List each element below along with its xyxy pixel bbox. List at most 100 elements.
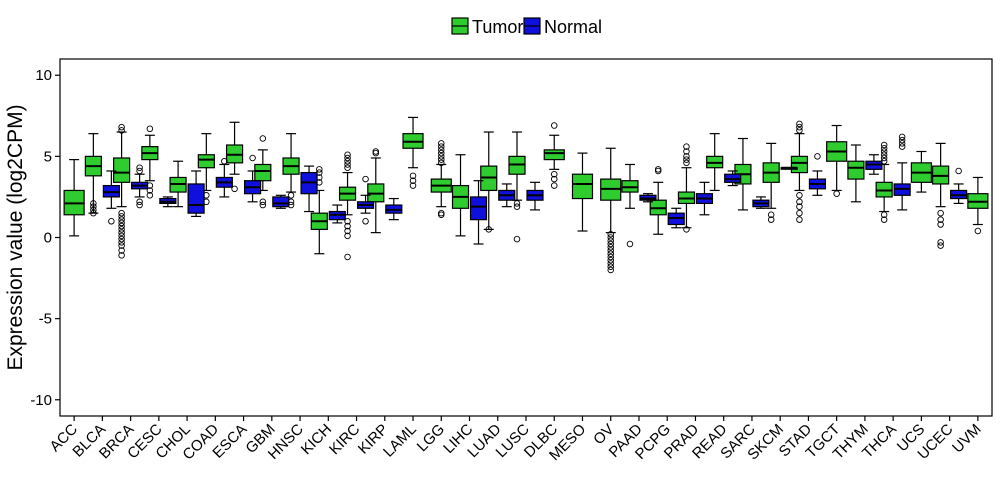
outlier-point [118, 247, 125, 254]
box-ucec-tumor [932, 142, 950, 249]
outlier-point [438, 156, 445, 163]
outlier-point [796, 198, 803, 206]
outlier-point [796, 127, 803, 134]
outlier-point [438, 140, 445, 147]
box-kich-normal [328, 204, 346, 224]
outlier-point [90, 200, 97, 207]
outlier-point [438, 149, 445, 157]
box-coad-tumor [197, 133, 215, 206]
box-kirc-normal [356, 175, 375, 225]
box-iqr [543, 149, 565, 161]
box-thca-normal [893, 133, 911, 211]
outlier-point [118, 213, 125, 220]
outlier-point [683, 148, 690, 155]
outlier-point [796, 216, 803, 223]
outlier-point [344, 232, 351, 240]
outlier-point [259, 135, 267, 142]
box-kirp-tumor [367, 148, 385, 234]
outlier-point [937, 239, 944, 246]
outlier-point [937, 242, 944, 249]
box-uvm-tumor [967, 176, 989, 235]
y-tick-label: 10 [35, 67, 52, 84]
outlier-point [409, 182, 417, 189]
box-lihc-normal [469, 180, 488, 245]
outlier-point [607, 250, 614, 257]
box-stad-normal [808, 153, 827, 196]
outlier-point [937, 221, 944, 228]
outlier-point [683, 226, 690, 233]
outlier-point [626, 240, 634, 248]
outlier-point [880, 148, 888, 155]
box-cesc-tumor [141, 125, 159, 199]
box-ov-tumor [600, 147, 622, 274]
box-iqr [790, 155, 809, 174]
outlier-point [249, 154, 256, 162]
legend-label: Normal [544, 17, 602, 37]
outlier-point [108, 218, 115, 225]
outlier-point [409, 172, 417, 180]
box-lihc-tumor [451, 154, 470, 237]
outlier-point [814, 153, 821, 160]
box-luad-normal [498, 183, 516, 208]
box-coad-normal [215, 157, 233, 198]
outlier-point [607, 256, 614, 264]
y-tick-label: 0 [44, 230, 52, 247]
outlier-point [898, 140, 906, 147]
outlier-point [90, 206, 97, 214]
outlier-point [409, 177, 417, 184]
outlier-point [880, 154, 888, 162]
legend: Tumor Normal [451, 17, 602, 37]
box-read-tumor [706, 133, 724, 192]
outlier-point [344, 157, 351, 165]
outlier-point [118, 235, 125, 243]
outlier-point [796, 123, 803, 131]
outlier-point [90, 203, 97, 210]
outlier-point [90, 209, 97, 217]
x-tick-label-kich: KICH [298, 421, 335, 458]
outlier-point [118, 252, 125, 259]
plot-panel [59, 58, 993, 417]
box-luad-tumor [480, 131, 498, 233]
outlier-point [118, 209, 125, 217]
outlier-point [607, 266, 614, 274]
box-iqr [847, 160, 865, 180]
outlier-point [118, 232, 125, 240]
outlier-point [880, 211, 888, 219]
box-lgg-tumor [430, 140, 452, 219]
outlier-point [344, 218, 351, 225]
outlier-point [880, 151, 888, 158]
outlier-point [898, 133, 906, 141]
outlier-point [316, 166, 323, 173]
outlier-point [118, 127, 125, 134]
outlier-point [118, 226, 125, 233]
outlier-point [880, 144, 888, 152]
outlier-point [259, 201, 267, 209]
box-kirc-tumor [338, 151, 357, 261]
outlier-point [259, 198, 267, 206]
outlier-point [880, 216, 888, 223]
outlier-point [767, 216, 775, 223]
box-cesc-normal [159, 196, 177, 208]
x-tick-label-kirc: KIRC [326, 421, 363, 458]
outlier-point [607, 240, 614, 248]
outlier-point [796, 209, 803, 217]
outlier-point [974, 227, 982, 235]
box-skcm-normal [780, 166, 798, 170]
box-iqr [187, 183, 205, 214]
outlier-point [485, 226, 493, 233]
x-axis: ACCBLCABRCACESCCHOLCOADESCAGBMHNSCKICHKI… [47, 416, 985, 464]
outlier-point [118, 222, 125, 230]
outlier-point [607, 263, 614, 270]
outlier-point [607, 253, 614, 261]
box-brca-tumor [113, 123, 131, 259]
box-thca-tumor [875, 141, 893, 223]
box-esca-normal [243, 154, 262, 203]
outlier-point [937, 209, 944, 217]
box-iqr [113, 157, 131, 183]
box-blca-normal [102, 170, 120, 225]
outlier-point [287, 192, 295, 199]
outlier-point [372, 148, 380, 155]
outlier-point [607, 247, 614, 254]
y-axis-title: Expression value (log2CPM) [4, 104, 27, 370]
